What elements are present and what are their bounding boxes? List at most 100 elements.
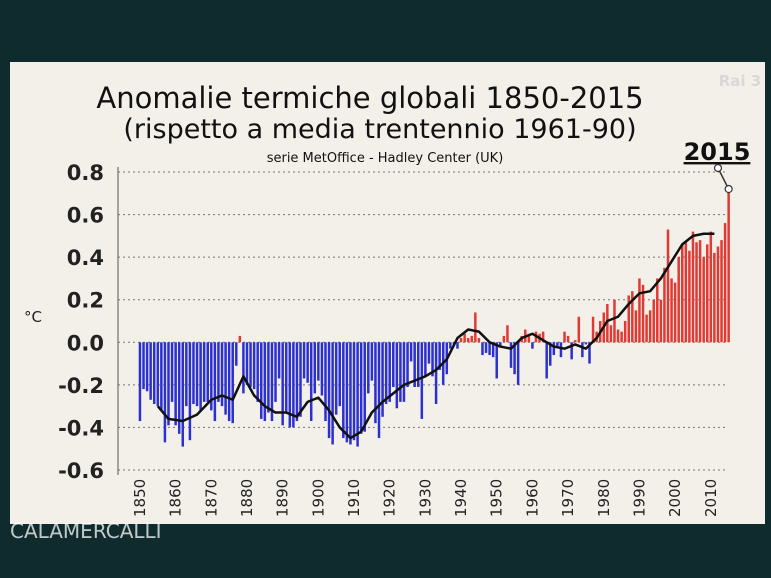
bar bbox=[484, 342, 488, 353]
bar bbox=[466, 338, 470, 343]
bar bbox=[377, 342, 381, 439]
bar bbox=[374, 342, 377, 424]
bar bbox=[160, 342, 163, 411]
bar bbox=[709, 231, 713, 343]
bar bbox=[588, 342, 591, 364]
bar bbox=[406, 342, 409, 387]
bar bbox=[516, 342, 520, 385]
bar bbox=[174, 342, 177, 426]
bar bbox=[384, 342, 388, 405]
bar bbox=[477, 338, 481, 343]
bar bbox=[713, 252, 716, 343]
bar bbox=[481, 342, 484, 356]
bar bbox=[256, 342, 259, 402]
bar bbox=[402, 342, 406, 402]
bar bbox=[206, 342, 209, 402]
bar bbox=[270, 342, 274, 422]
bar bbox=[688, 250, 691, 343]
bar bbox=[274, 342, 277, 402]
bar bbox=[349, 342, 352, 445]
bar bbox=[613, 299, 616, 343]
bar bbox=[195, 342, 199, 407]
bar bbox=[552, 342, 556, 356]
bar bbox=[641, 284, 645, 343]
bar bbox=[177, 342, 181, 434]
bar bbox=[363, 342, 366, 432]
x-tick-label: 1910 bbox=[345, 479, 363, 517]
bar bbox=[238, 335, 242, 343]
bar bbox=[399, 342, 402, 402]
bar bbox=[438, 342, 441, 370]
bar bbox=[295, 342, 299, 422]
bar bbox=[249, 342, 252, 387]
bar bbox=[352, 342, 356, 441]
bar bbox=[263, 342, 267, 422]
bar bbox=[231, 342, 234, 424]
bar bbox=[395, 342, 399, 409]
bar bbox=[424, 342, 427, 377]
bar bbox=[545, 342, 548, 379]
bar bbox=[334, 342, 338, 415]
bar bbox=[185, 342, 188, 407]
bar bbox=[648, 310, 652, 343]
x-tick-label: 1940 bbox=[452, 479, 470, 517]
bar bbox=[413, 342, 416, 387]
bar bbox=[431, 342, 434, 377]
bar bbox=[292, 342, 295, 428]
chart-title: Anomalie termiche globali 1850-2015 bbox=[96, 81, 643, 115]
bar bbox=[495, 342, 498, 379]
x-tick-label: 1950 bbox=[488, 479, 506, 517]
bar bbox=[581, 342, 584, 358]
y-tick-label: -0.6 bbox=[58, 459, 104, 483]
y-axis-label: °C bbox=[24, 308, 42, 326]
bar bbox=[345, 342, 349, 443]
y-tick-label: 0.2 bbox=[67, 289, 104, 313]
bar bbox=[388, 342, 391, 402]
bar bbox=[267, 342, 270, 413]
bar bbox=[666, 229, 670, 343]
bar bbox=[623, 321, 627, 343]
bar bbox=[199, 342, 202, 411]
bar bbox=[638, 278, 641, 343]
x-tick-label: 1930 bbox=[416, 479, 434, 517]
x-tick-label: 1880 bbox=[238, 479, 256, 517]
bar bbox=[673, 282, 677, 343]
x-tick-label: 1980 bbox=[595, 479, 613, 517]
bar bbox=[210, 342, 213, 411]
bar bbox=[299, 342, 302, 417]
bar bbox=[242, 342, 245, 394]
bar bbox=[324, 342, 327, 422]
bar bbox=[434, 342, 438, 405]
bar bbox=[220, 342, 224, 407]
bar bbox=[309, 342, 313, 422]
bar bbox=[235, 342, 238, 366]
bar bbox=[570, 342, 573, 360]
bar bbox=[227, 342, 231, 422]
bar bbox=[573, 340, 577, 343]
bar bbox=[720, 240, 723, 343]
bar bbox=[723, 223, 727, 343]
bar bbox=[138, 342, 142, 422]
bar bbox=[156, 342, 160, 407]
bar bbox=[506, 325, 509, 343]
bar bbox=[245, 342, 249, 385]
annotation: 2015 bbox=[684, 138, 751, 166]
bar bbox=[224, 342, 227, 415]
x-tick-label: 1960 bbox=[523, 479, 541, 517]
bar bbox=[509, 342, 513, 368]
bar bbox=[252, 342, 256, 390]
bar bbox=[381, 342, 384, 417]
bar bbox=[566, 335, 570, 343]
bar bbox=[716, 246, 720, 343]
x-tick-label: 1970 bbox=[559, 479, 577, 517]
bar bbox=[356, 342, 359, 447]
bar bbox=[541, 331, 545, 343]
watermark: CALAMERCALLI bbox=[10, 519, 162, 543]
bar bbox=[677, 257, 680, 343]
annotation-target bbox=[724, 184, 733, 194]
y-tick-label: 0.8 bbox=[67, 161, 104, 185]
bar bbox=[420, 342, 424, 419]
bar bbox=[313, 342, 317, 394]
bar bbox=[167, 342, 170, 426]
bar bbox=[502, 335, 506, 343]
